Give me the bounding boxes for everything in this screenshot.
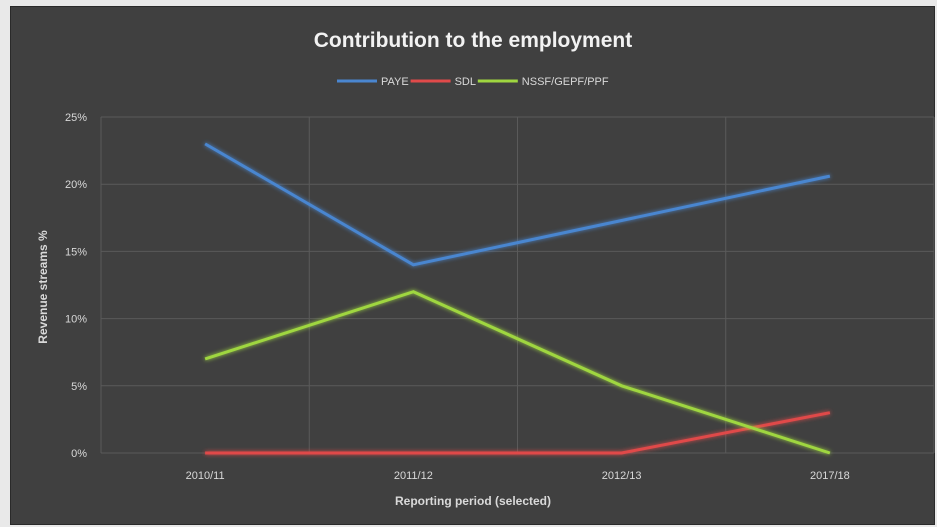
x-axis-title: Reporting period (selected)	[395, 494, 551, 508]
legend-label-nssf-gepf-ppf: NSSF/GEPF/PPF	[522, 76, 609, 88]
x-tick-label: 2011/12	[394, 470, 433, 482]
y-tick-label: 25%	[65, 112, 87, 124]
chart-frame: Contribution to the employment PAYE SDL NS…	[10, 6, 935, 525]
line-chart: Contribution to the employment PAYE SDL NS…	[36, 29, 935, 508]
series-line-sdl	[205, 411, 831, 455]
y-axis-title: Revenue streams %	[36, 230, 50, 344]
series-lines	[204, 142, 831, 455]
y-tick-label: 10%	[65, 314, 87, 326]
y-tick-label: 20%	[65, 179, 87, 191]
x-tick-label: 2017/18	[810, 470, 850, 482]
series-line-paye	[204, 142, 831, 267]
y-tick-label: 15%	[65, 246, 87, 258]
x-axis-ticks: 2010/11 2011/12 2012/13 2017/18	[186, 470, 850, 482]
legend-label-paye: PAYE	[381, 76, 409, 88]
x-tick-label: 2012/13	[602, 470, 642, 482]
y-tick-label: 0%	[71, 448, 87, 460]
legend-label-sdl: SDL	[455, 76, 476, 88]
y-axis-ticks: 0% 5% 10% 15% 20% 25%	[65, 112, 87, 460]
y-tick-label: 5%	[71, 381, 87, 393]
gridlines	[100, 116, 935, 454]
series-line-nssf-gepf-ppf	[204, 290, 831, 455]
x-tick-label: 2010/11	[186, 470, 225, 482]
chart-legend: PAYE SDL NSSF/GEPF/PPF	[337, 76, 609, 88]
chart-title: Contribution to the employment	[314, 29, 632, 52]
